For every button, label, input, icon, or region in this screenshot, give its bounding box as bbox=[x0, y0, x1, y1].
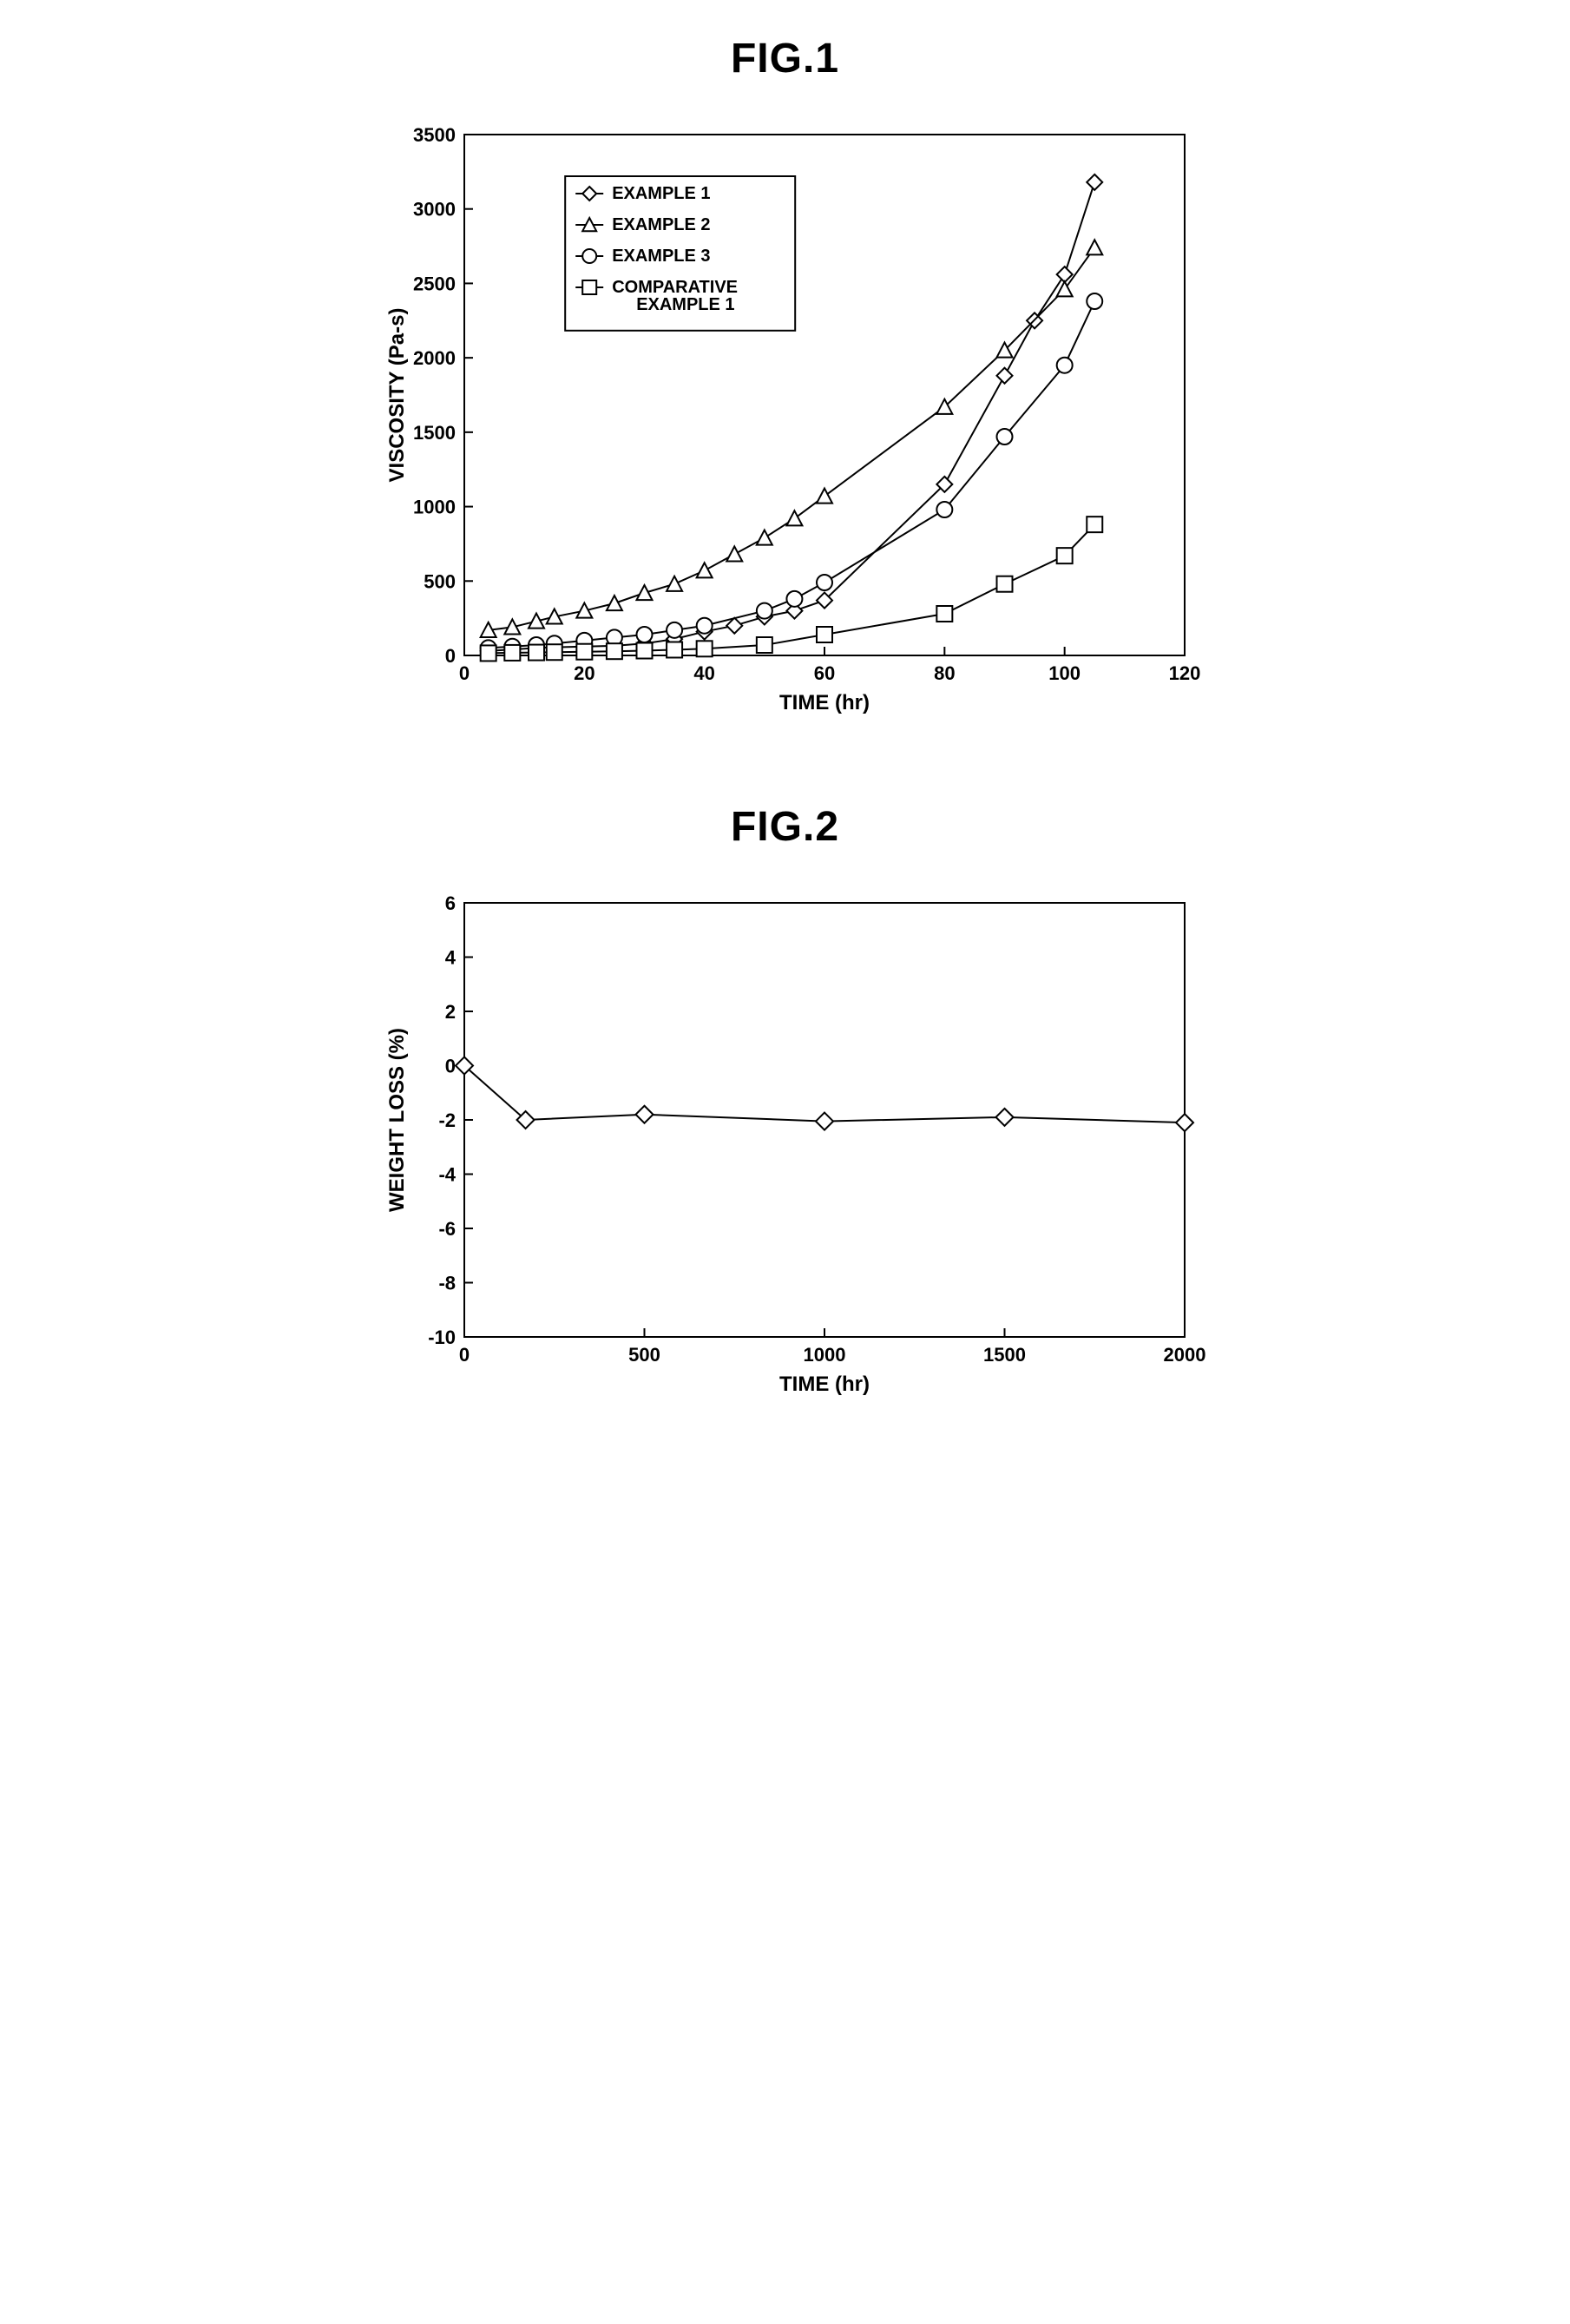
fig2-title: FIG.2 bbox=[308, 803, 1263, 851]
svg-text:500: 500 bbox=[424, 570, 456, 592]
svg-text:80: 80 bbox=[934, 662, 955, 684]
fig2-chart: 0 500 1000 1500 2000 -10 -8 -6 -4 -2 0 2 4 6 TIME (hr)… bbox=[308, 877, 1263, 1415]
svg-text:4: 4 bbox=[444, 947, 456, 969]
svg-text:2000: 2000 bbox=[1163, 1344, 1205, 1366]
svg-text:-4: -4 bbox=[438, 1164, 456, 1186]
svg-text:2000: 2000 bbox=[413, 347, 456, 369]
svg-text:0: 0 bbox=[444, 1056, 455, 1077]
svg-text:EXAMPLE 1: EXAMPLE 1 bbox=[612, 184, 710, 203]
svg-text:40: 40 bbox=[693, 662, 714, 684]
svg-text:EXAMPLE 1: EXAMPLE 1 bbox=[636, 295, 734, 314]
svg-text:VISCOSITY (Pa-s): VISCOSITY (Pa-s) bbox=[385, 308, 409, 483]
fig1-chart: 0 20 40 60 80 100 120 0 500 1000 1500 2000 2500 3000 3… bbox=[308, 109, 1263, 734]
figure-1: FIG.1 0 20 40 60 80 100 120 0 500 1000 1500 2000 250… bbox=[308, 35, 1263, 734]
svg-text:-2: -2 bbox=[438, 1109, 456, 1131]
svg-text:120: 120 bbox=[1168, 662, 1200, 684]
svg-text:60: 60 bbox=[813, 662, 834, 684]
svg-text:-8: -8 bbox=[438, 1273, 456, 1294]
svg-text:1000: 1000 bbox=[803, 1344, 845, 1366]
svg-text:TIME (hr): TIME (hr) bbox=[779, 1373, 870, 1396]
svg-text:20: 20 bbox=[574, 662, 594, 684]
fig1-svg: 0 20 40 60 80 100 120 0 500 1000 1500 2000 2500 3000 3… bbox=[351, 109, 1219, 734]
svg-text:0: 0 bbox=[458, 662, 469, 684]
svg-text:TIME (hr): TIME (hr) bbox=[779, 691, 870, 714]
svg-text:-6: -6 bbox=[438, 1218, 456, 1240]
svg-text:EXAMPLE 3: EXAMPLE 3 bbox=[612, 247, 710, 266]
svg-text:500: 500 bbox=[628, 1344, 660, 1366]
svg-text:3500: 3500 bbox=[413, 124, 456, 146]
svg-text:3000: 3000 bbox=[413, 199, 456, 221]
svg-text:1500: 1500 bbox=[983, 1344, 1026, 1366]
svg-text:0: 0 bbox=[444, 645, 455, 667]
fig2-svg: 0 500 1000 1500 2000 -10 -8 -6 -4 -2 0 2 4 6 TIME (hr)… bbox=[351, 877, 1219, 1415]
svg-text:0: 0 bbox=[458, 1344, 469, 1366]
svg-text:COMPARATIVE: COMPARATIVE bbox=[612, 278, 738, 297]
svg-text:-10: -10 bbox=[428, 1327, 456, 1348]
fig1-title: FIG.1 bbox=[308, 35, 1263, 82]
svg-text:2500: 2500 bbox=[413, 273, 456, 294]
svg-text:EXAMPLE 2: EXAMPLE 2 bbox=[612, 215, 710, 234]
figure-2: FIG.2 0 500 1000 1500 2000 -10 -8 -6 -4 -2 0 2 4 6 TIM… bbox=[308, 803, 1263, 1415]
svg-text:6: 6 bbox=[444, 892, 455, 914]
svg-text:1500: 1500 bbox=[413, 422, 456, 444]
svg-text:1000: 1000 bbox=[413, 497, 456, 518]
svg-text:WEIGHT LOSS (%): WEIGHT LOSS (%) bbox=[385, 1028, 409, 1212]
svg-text:100: 100 bbox=[1048, 662, 1081, 684]
svg-text:2: 2 bbox=[444, 1001, 455, 1023]
